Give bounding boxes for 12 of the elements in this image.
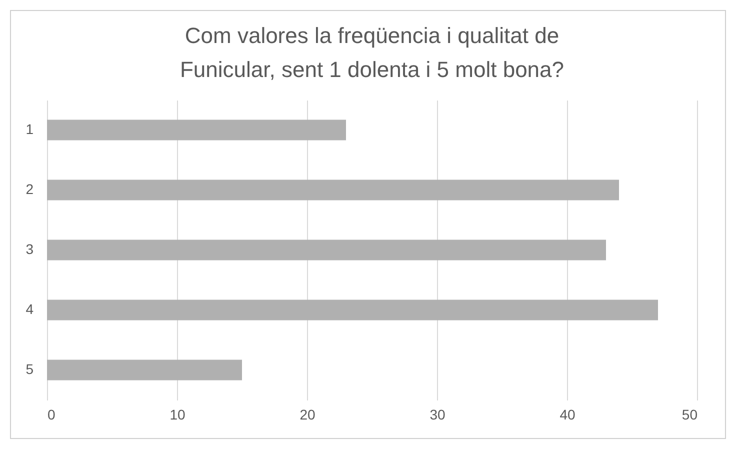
y-tick-label: 2 <box>26 181 34 197</box>
y-tick-label: 1 <box>26 121 34 137</box>
y-tick-label: 3 <box>26 241 34 257</box>
x-tick-label: 30 <box>430 406 446 422</box>
x-tick-label: 40 <box>560 406 576 422</box>
y-tick-label: 5 <box>26 361 34 377</box>
x-tick-label: 0 <box>48 406 56 422</box>
x-tick-label: 50 <box>682 406 698 422</box>
y-tick-label: 4 <box>26 301 34 317</box>
x-tick-label: 10 <box>170 406 186 422</box>
chart-title: Com valores la freqüencia i qualitat de Funicular, sent 1 dolenta i 5 molt bona? <box>180 23 564 82</box>
x-tick-label: 20 <box>300 406 316 422</box>
